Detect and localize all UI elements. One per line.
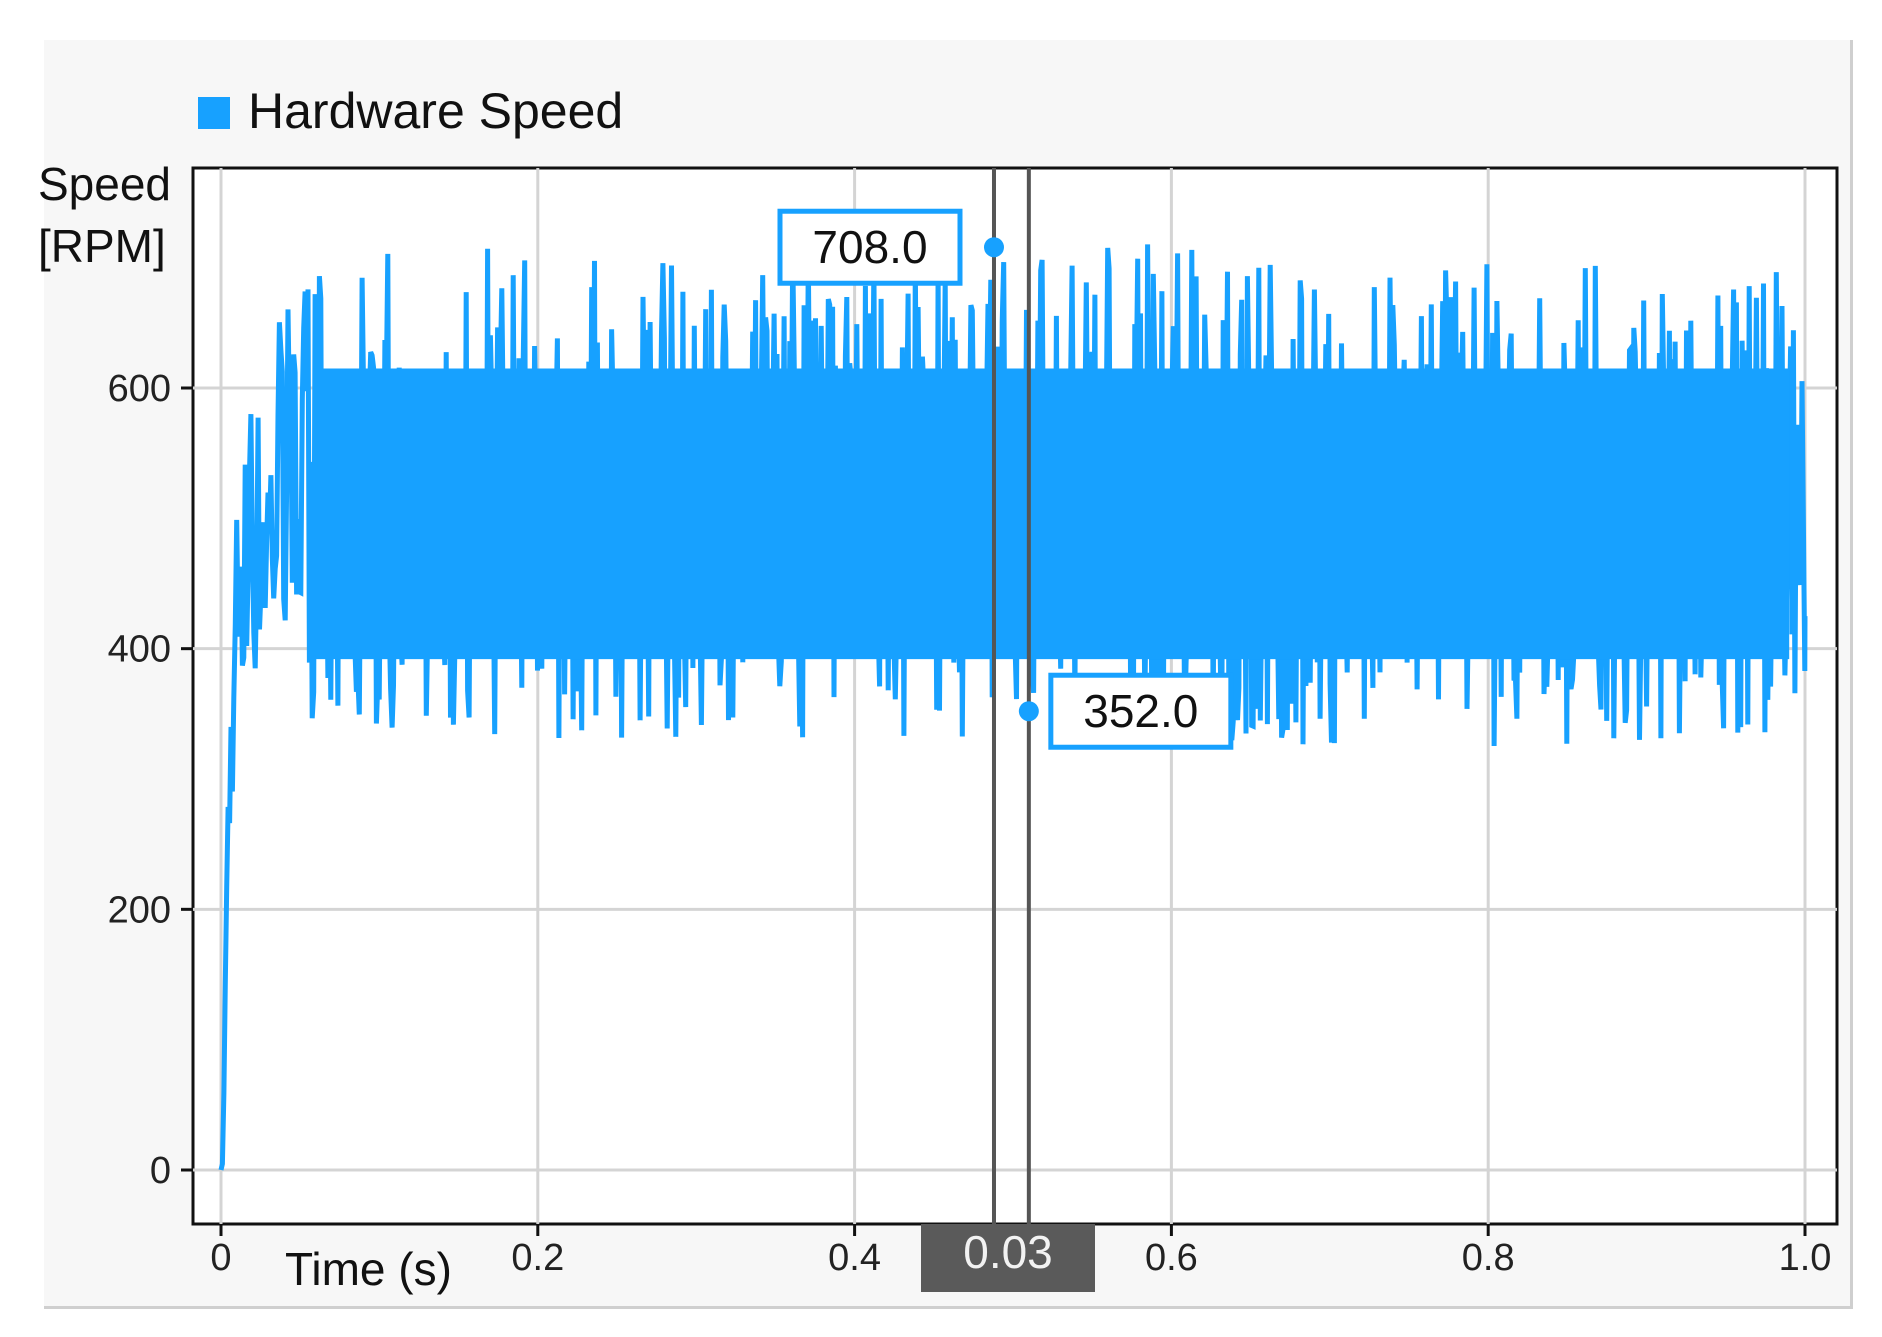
cursor-point-1 <box>983 237 1004 258</box>
cursor-delta-value: 0.03 <box>963 1226 1053 1278</box>
legend-swatch <box>198 97 230 129</box>
cursor-value-label-1: 708.0 <box>812 221 927 273</box>
cursor-delta-readout[interactable]: 0.03 <box>921 1224 1095 1292</box>
y-axis-title-line-1: Speed <box>38 158 171 210</box>
cursor-value-box-1 <box>777 208 963 286</box>
x-axis: 0 0.2 0.4 0.6 0.8 1.0 <box>210 1224 1831 1279</box>
y-tick-label-2: 400 <box>108 629 171 671</box>
y-axis: 0 200 400 600 <box>108 368 193 1192</box>
y-axis-title-line-2: [RPM] <box>38 220 166 272</box>
x-tick-label-3: 0.6 <box>1145 1237 1198 1279</box>
x-axis-title: Time (s) <box>285 1243 452 1295</box>
cursor-point-2 <box>1018 701 1039 722</box>
cursor-delta-background <box>921 1224 1095 1292</box>
x-tick-label-0: 0 <box>210 1237 231 1279</box>
series-dense-band <box>316 368 1790 660</box>
x-tick-label-2: 0.4 <box>828 1237 881 1279</box>
cursor-value-box-2 <box>1048 672 1234 750</box>
series-hardware-speed[interactable] <box>218 244 1808 1171</box>
y-tick-label-3: 600 <box>108 368 171 410</box>
y-tick-label-1: 200 <box>108 889 171 931</box>
x-tick-label-4: 0.8 <box>1462 1237 1515 1279</box>
legend[interactable]: Hardware Speed <box>198 83 623 139</box>
x-tick-label-5: 1.0 <box>1779 1237 1832 1279</box>
legend-label: Hardware Speed <box>248 83 623 139</box>
x-tick-label-1: 0.2 <box>511 1237 564 1279</box>
cursor-value-label-2: 352.0 <box>1083 685 1198 737</box>
y-tick-label-0: 0 <box>150 1150 171 1192</box>
measurement-cursors[interactable]: 708.0 352.0 <box>777 168 1234 1224</box>
